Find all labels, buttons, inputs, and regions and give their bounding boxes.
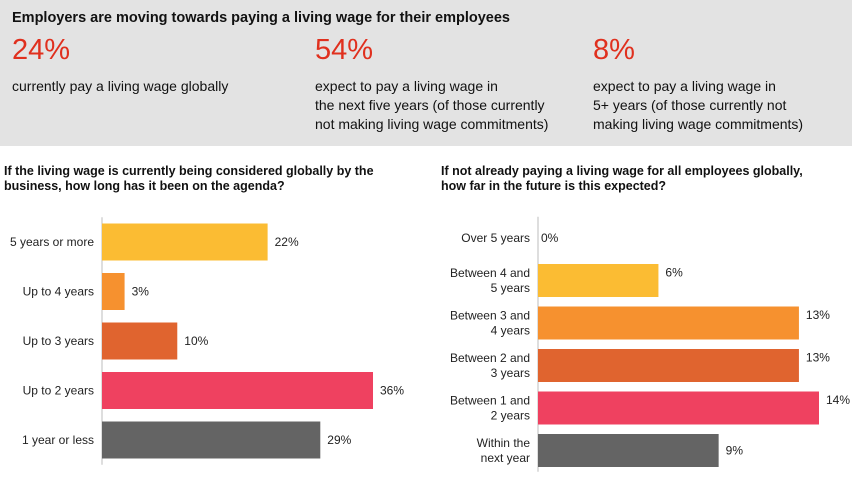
- category-label: Up to 3 years: [23, 334, 94, 348]
- chart-title-line: business, how long has it been on the ag…: [4, 179, 285, 193]
- category-label: 1 year or less: [22, 433, 94, 447]
- data-label: 10%: [184, 334, 208, 348]
- stat-global-current: 24% currently pay a living wage globally: [12, 36, 228, 96]
- bar: [538, 264, 659, 297]
- data-label: 3%: [132, 285, 150, 299]
- stat-value: 8%: [593, 34, 635, 66]
- bar: [538, 306, 799, 340]
- summary-banner: Employers are moving towards paying a li…: [0, 0, 852, 146]
- stat-desc-line: making living wage commitments): [593, 116, 804, 132]
- stat-description: expect to pay a living wage in the next …: [315, 77, 548, 134]
- stat-desc-line: 5+ years (of those currently not: [593, 97, 787, 113]
- data-label: 13%: [806, 351, 830, 365]
- bar: [102, 223, 268, 261]
- stat-description: expect to pay a living wage in 5+ years …: [593, 77, 803, 134]
- bar: [102, 372, 373, 409]
- stat-description: currently pay a living wage globally: [12, 77, 228, 96]
- chart-title-line: how far in the future is this expected?: [441, 179, 667, 193]
- left-chart-title: If the living wage is currently being co…: [4, 164, 374, 194]
- stat-desc-line: the next five years (of those currently: [315, 97, 545, 113]
- bar: [538, 434, 719, 467]
- bar: [102, 322, 178, 360]
- bar: [102, 421, 321, 459]
- category-label: Within the: [477, 436, 531, 450]
- category-label: Over 5 years: [461, 231, 530, 245]
- category-label: 5 years or more: [10, 235, 94, 249]
- category-label: Up to 4 years: [23, 285, 94, 299]
- data-label: 36%: [380, 384, 404, 398]
- data-label: 14%: [826, 393, 850, 407]
- data-label: 13%: [806, 308, 830, 322]
- banner-title: Employers are moving towards paying a li…: [12, 10, 510, 26]
- bar: [538, 349, 799, 382]
- category-label: 5 years: [491, 281, 530, 295]
- stat-value: 54%: [315, 34, 374, 66]
- chart-title-line: If not already paying a living wage for …: [441, 164, 803, 178]
- category-label: Between 4 and: [450, 266, 530, 280]
- stat-value: 24%: [12, 34, 71, 66]
- bar: [102, 273, 125, 310]
- data-label: 22%: [275, 235, 299, 249]
- right-chart-title: If not already paying a living wage for …: [441, 164, 803, 194]
- category-label: next year: [481, 451, 530, 465]
- category-label: 2 years: [491, 409, 530, 423]
- category-label: Between 2 and: [450, 351, 530, 365]
- stat-five-plus-years: 8% expect to pay a living wage in 5+ yea…: [593, 36, 803, 134]
- category-label: 3 years: [491, 366, 530, 380]
- stat-desc-line: expect to pay a living wage in: [315, 78, 498, 94]
- category-label: 4 years: [491, 324, 530, 338]
- chart-title-line: If the living wage is currently being co…: [4, 164, 374, 178]
- category-label: Between 1 and: [450, 394, 530, 408]
- stat-desc-line: currently pay a living wage globally: [12, 78, 229, 94]
- stat-desc-line: expect to pay a living wage in: [593, 78, 776, 94]
- bar: [538, 391, 819, 425]
- stat-desc-line: not making living wage commitments): [315, 116, 549, 132]
- data-label: 29%: [327, 433, 351, 447]
- category-label: Up to 2 years: [23, 384, 94, 398]
- data-label: 6%: [665, 266, 683, 280]
- stat-five-years: 54% expect to pay a living wage in the n…: [315, 36, 548, 134]
- data-label: 9%: [726, 444, 744, 458]
- category-label: Between 3 and: [450, 309, 530, 323]
- data-label: 0%: [541, 231, 559, 245]
